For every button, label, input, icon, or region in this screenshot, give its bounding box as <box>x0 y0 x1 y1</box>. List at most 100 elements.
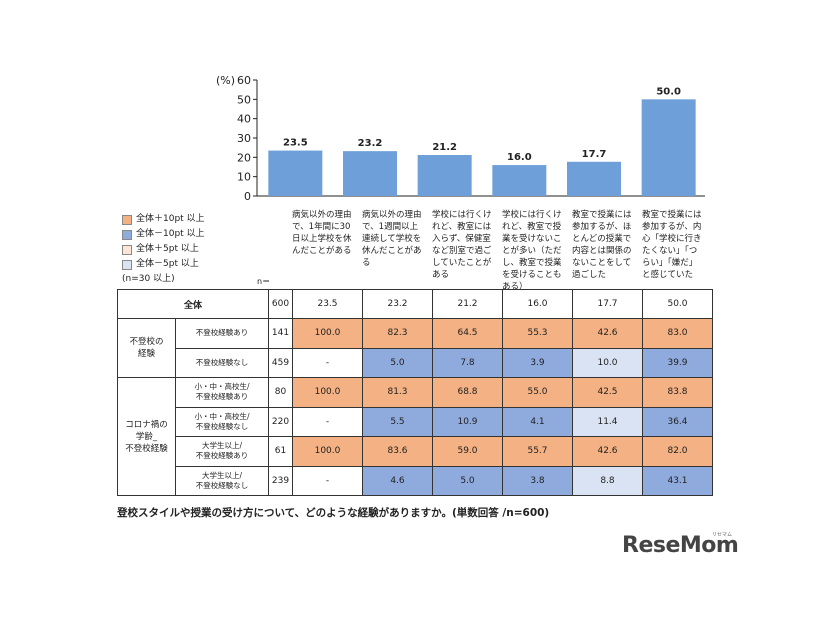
y-tick-label-6: 60 <box>237 74 251 87</box>
y-tick-label-2: 20 <box>237 151 251 164</box>
legend-swatch <box>122 259 132 270</box>
category-label-5: 教室で授業には参加するが、内心「学校に行きたくない」「つらい」「嫌だ」と感じてい… <box>642 210 702 280</box>
bar-value-label-2: 21.2 <box>432 142 457 153</box>
group-label: 不登校の 経験 <box>117 318 176 378</box>
value-cell: 42.6 <box>572 318 643 349</box>
legend-label: 全体－10pt 以上 <box>136 229 205 239</box>
value-cell: 3.9 <box>502 347 573 378</box>
value-cell: 50.0 <box>642 289 713 319</box>
category-label-3: 学校には行くけれど、教室で授業を受けないことが多い（ただし、教室で授業を受けるこ… <box>502 210 562 292</box>
bar-value-label-0: 23.5 <box>283 138 308 149</box>
row-label: 小・中・高校生/ 不登校経験あり <box>175 377 269 408</box>
bar-1 <box>343 151 397 196</box>
bar-3 <box>492 165 547 196</box>
n-header: n＝ <box>257 277 271 286</box>
category-label-4: 教室で授業には参加するが、ほとんどの授業で内容とは関係のないことをして過ごした <box>572 210 632 280</box>
value-cell: 100.0 <box>292 318 363 349</box>
value-cell: 10.0 <box>572 347 643 378</box>
value-cell: 82.3 <box>362 318 433 349</box>
y-tick-label-3: 30 <box>237 132 251 145</box>
n-cell: 600 <box>268 289 293 319</box>
value-cell: - <box>292 465 363 496</box>
value-cell: 83.6 <box>362 436 433 467</box>
legend-note: (n=30 以上) <box>122 274 175 284</box>
bar-2 <box>417 155 472 196</box>
logo-text: ReseMom <box>622 533 739 558</box>
table-row: 大学生以上/ 不登校経験なし 239-4.6 5.0 3.8 8.8 43.1 <box>118 465 713 496</box>
value-cell: 64.5 <box>432 318 503 349</box>
value-cell: 55.0 <box>502 377 573 408</box>
n-cell: 239 <box>268 465 293 496</box>
table-row: 不登校経験なし 459-5.0 7.8 3.9 10.0 39.9 <box>118 347 713 378</box>
bar-chart: 0 10 20 30 40 50 60(%) 23.5 23.2 21.2 16.0 17.7 50.0 <box>216 74 705 203</box>
y-tick-label-1: 10 <box>237 171 251 184</box>
value-cell: 83.8 <box>642 377 713 408</box>
n-cell: 220 <box>268 406 293 437</box>
legend-item-3: 全体－5pt 以上 <box>122 257 205 272</box>
value-cell: 5.0 <box>362 347 433 378</box>
bar-4 <box>567 161 621 196</box>
legend-item-2: 全体＋5pt 以上 <box>122 242 205 257</box>
value-cell: 5.0 <box>432 465 503 496</box>
value-cell: 42.5 <box>572 377 643 408</box>
group-label: コロナ禍の 学齢_ 不登校経験 <box>117 377 176 496</box>
value-cell: 21.2 <box>432 289 503 319</box>
value-cell: 8.8 <box>572 465 643 496</box>
bar-value-label-4: 17.7 <box>582 149 607 160</box>
value-cell: 36.4 <box>642 406 713 437</box>
table-row: 小・中・高校生/ 不登校経験なし 220-5.5 10.9 4.1 11.4 36.4 <box>118 406 713 437</box>
bar-0 <box>268 150 323 196</box>
value-cell: 55.3 <box>502 318 573 349</box>
n-cell: 141 <box>268 318 293 349</box>
y-tick-label-5: 50 <box>237 93 251 106</box>
y-tick-label-4: 40 <box>237 113 251 126</box>
legend-item-0: 全体＋10pt 以上 <box>122 212 205 227</box>
value-cell: 83.0 <box>642 318 713 349</box>
n-cell: 80 <box>268 377 293 408</box>
bar-value-label-1: 23.2 <box>358 138 383 149</box>
n-cell: 61 <box>268 436 293 467</box>
row-label: 不登校経験なし <box>175 347 269 378</box>
value-cell: 68.8 <box>432 377 503 408</box>
value-cell: 17.7 <box>572 289 643 319</box>
table-row: 大学生以上/ 不登校経験あり 61 100.0 83.6 59.0 55.7 42.6 82.… <box>118 436 713 467</box>
value-cell: 4.1 <box>502 406 573 437</box>
n-cell: 459 <box>268 347 293 378</box>
legend-swatch <box>122 214 132 225</box>
value-cell: 59.0 <box>432 436 503 467</box>
logo-ruby: リセマム <box>711 532 732 538</box>
category-label-2: 学校には行くけれど、教室には入らず、保健室など別室で過ごしていたことがある <box>432 210 492 280</box>
row-label: 大学生以上/ 不登校経験あり <box>175 436 269 467</box>
value-cell: 43.1 <box>642 465 713 496</box>
data-table: 全体 600 23.5 23.2 21.2 16.0 17.7 50.0 不登校の 経験 不登校経… <box>117 289 713 496</box>
row-label: 不登校経験あり <box>175 318 269 349</box>
legend-label: 全体＋10pt 以上 <box>136 214 205 224</box>
table-row: コロナ禍の 学齢_ 不登校経験 小・中・高校生/ 不登校経験あり 80 100.0 81… <box>117 377 713 496</box>
bar-5 <box>641 99 696 196</box>
value-cell: 16.0 <box>502 289 573 319</box>
value-cell: 11.4 <box>572 406 643 437</box>
legend-label: 全体－5pt 以上 <box>136 259 199 269</box>
value-cell: 100.0 <box>292 436 363 467</box>
value-cell: 3.8 <box>502 465 573 496</box>
value-cell: 82.0 <box>642 436 713 467</box>
row-label: 小・中・高校生/ 不登校経験なし <box>175 406 269 437</box>
value-cell: 100.0 <box>292 377 363 408</box>
value-cell: 81.3 <box>362 377 433 408</box>
legend-item-1: 全体－10pt 以上 <box>122 227 205 242</box>
legend: 全体＋10pt 以上 全体－10pt 以上全体＋5pt 以上全体－5pt 以上 (… <box>122 212 205 287</box>
value-cell: 5.5 <box>362 406 433 437</box>
table-row-total: 全体 600 23.5 23.2 21.2 16.0 17.7 50.0 <box>117 289 713 319</box>
value-cell: 55.7 <box>502 436 573 467</box>
category-label-0: 病気以外の理由で、1年間に30日以上学校を休んだことがある <box>292 210 352 256</box>
table-row: 不登校の 経験 不登校経験あり 141 100.0 82.3 64.5 55.3 42.6 83… <box>117 318 713 378</box>
value-cell: - <box>292 406 363 437</box>
bar-value-label-3: 16.0 <box>507 152 532 163</box>
legend-swatch <box>122 244 132 255</box>
caption: 登校スタイルや授業の受け方について、どのような経験がありますか。(単数回答 /n… <box>117 507 550 519</box>
category-label-1: 病気以外の理由で、1週間以上連続して学校を休んだことがある <box>362 210 422 268</box>
value-cell: 10.9 <box>432 406 503 437</box>
value-cell: 7.8 <box>432 347 503 378</box>
value-cell: 42.6 <box>572 436 643 467</box>
value-cell: 39.9 <box>642 347 713 378</box>
